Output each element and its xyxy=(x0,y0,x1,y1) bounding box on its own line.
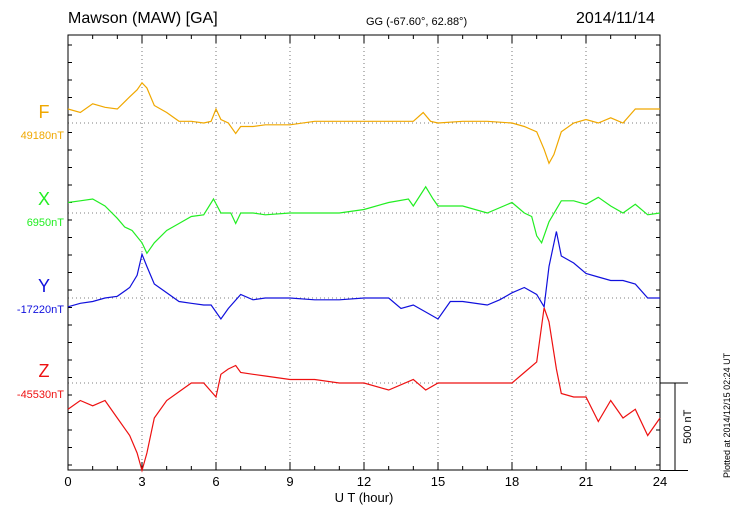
x-tick-label: 3 xyxy=(138,474,145,489)
scale-bar-label: 500 nT xyxy=(682,409,694,444)
series-name-y: Y xyxy=(38,276,50,296)
x-tick-label: 12 xyxy=(357,474,371,489)
series-name-z: Z xyxy=(39,361,50,381)
series-baseline-z: -45530nT xyxy=(17,389,64,401)
plot-frame xyxy=(68,35,660,470)
x-tick-label: 21 xyxy=(579,474,593,489)
series-baseline-x: 6950nT xyxy=(27,217,65,229)
x-tick-label: 0 xyxy=(64,474,71,489)
x-tick-label: 18 xyxy=(505,474,519,489)
x-tick-label: 24 xyxy=(653,474,667,489)
x-tick-label: 9 xyxy=(286,474,293,489)
series-name-x: X xyxy=(38,189,50,209)
series-name-f: F xyxy=(39,102,50,122)
series-baseline-f: 49180nT xyxy=(21,130,65,142)
x-axis-label: U T (hour) xyxy=(335,490,394,505)
series-baseline-y: -17220nT xyxy=(17,304,64,316)
plotted-timestamp: Plotted at 2014/12/15 02:24 UT xyxy=(722,353,730,478)
x-tick-label: 6 xyxy=(212,474,219,489)
series-line-z xyxy=(68,308,660,471)
x-tick-label: 15 xyxy=(431,474,445,489)
